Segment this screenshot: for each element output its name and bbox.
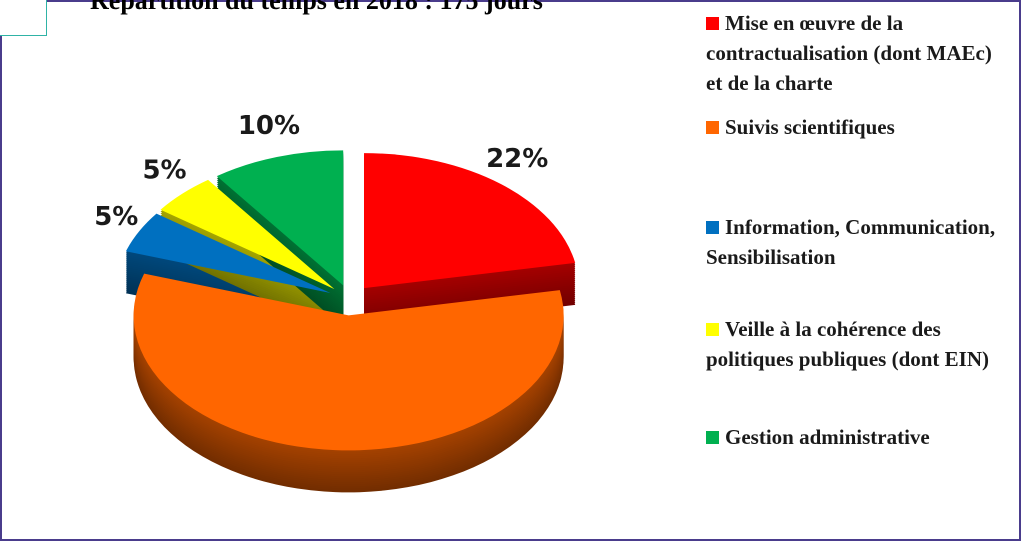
legend-item: Veille à la cohérence des politiques pub… — [706, 314, 1006, 374]
data-label: 58% — [302, 538, 364, 541]
legend-label: Mise en œuvre de la contractualisation (… — [706, 11, 992, 95]
slice — [216, 150, 344, 286]
legend-item: Information, Communication, Sensibilisat… — [706, 212, 1006, 272]
legend-item: Gestion administrative — [706, 422, 1006, 452]
legend-swatch — [706, 17, 719, 30]
slice — [364, 153, 576, 289]
legend-label: Veille à la cohérence des politiques pub… — [706, 317, 990, 371]
legend-item: Mise en œuvre de la contractualisation (… — [706, 8, 1006, 98]
slice — [160, 179, 335, 290]
data-label: 5% — [94, 202, 138, 232]
legend-label: Suivis scientifiques — [725, 115, 895, 139]
slice — [133, 273, 564, 451]
legend-swatch — [706, 121, 719, 134]
corner-tab — [0, 0, 47, 36]
legend-item: Suivis scientifiques — [706, 112, 1006, 142]
data-label: 5% — [142, 156, 186, 186]
data-label: 22% — [486, 144, 548, 174]
slice — [125, 213, 331, 294]
legend-swatch — [706, 323, 719, 336]
chart-title: Répartition du temps en 2018 : 175 jours — [90, 0, 543, 15]
legend-swatch — [706, 431, 719, 444]
legend-swatch — [706, 221, 719, 234]
legend-label: Gestion administrative — [725, 425, 930, 449]
data-label: 10% — [238, 111, 300, 141]
legend-label: Information, Communication, Sensibilisat… — [706, 215, 996, 269]
